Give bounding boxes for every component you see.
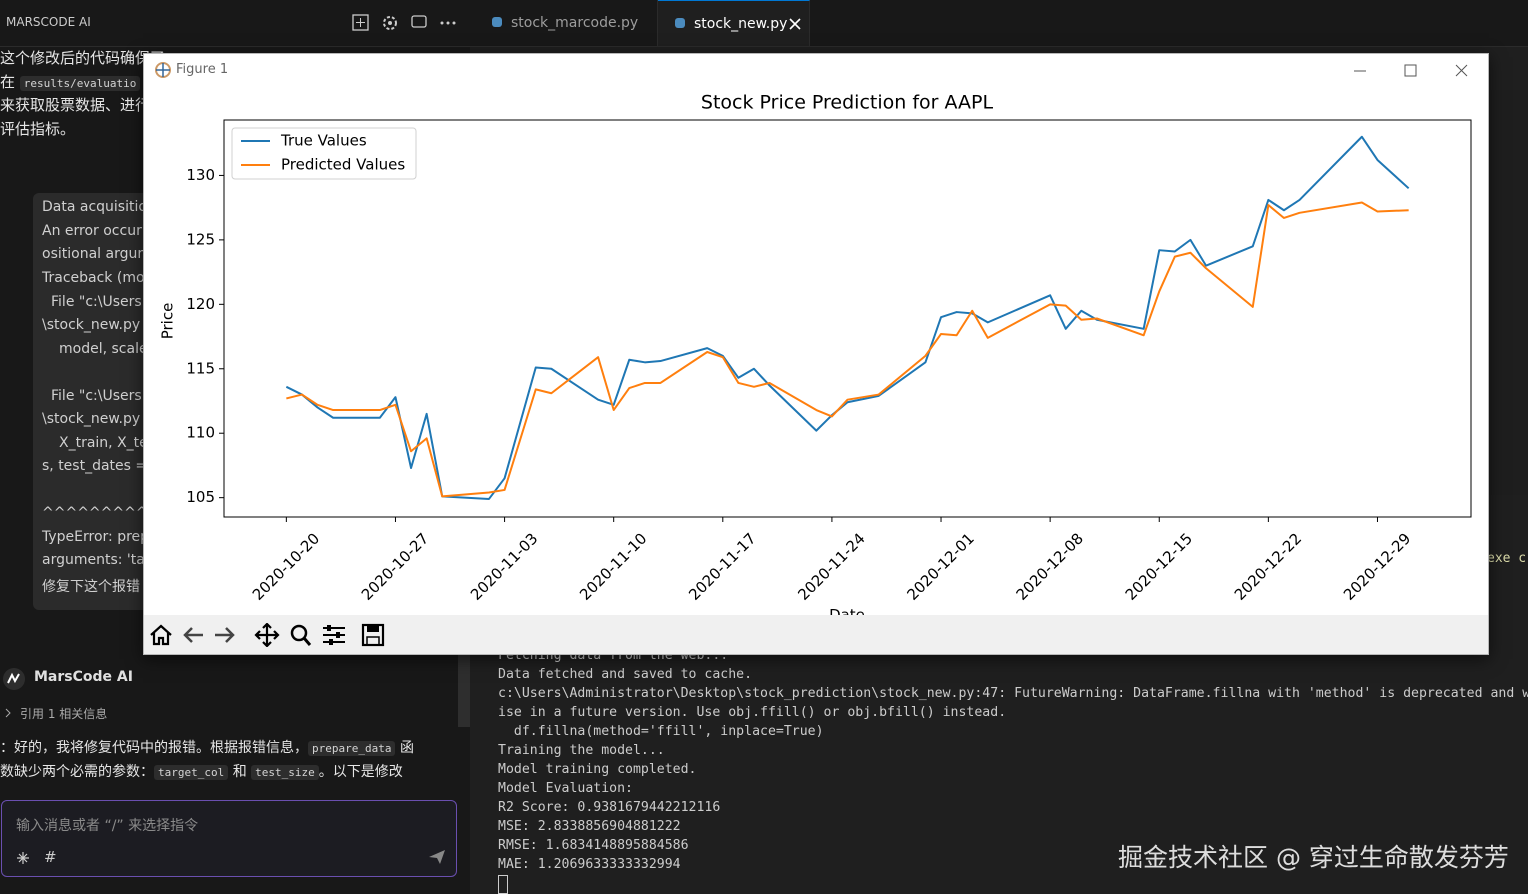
- message-line: 这个修改后的代码确保了: [0, 49, 166, 67]
- assistant-name: MarsCode AI: [34, 669, 133, 685]
- text: 和: [232, 764, 247, 780]
- reply-line: ：好的，我将修复代码中的报错。根据报错信息， prepare_data 函: [0, 737, 414, 757]
- error-line: File "c:\Users: [51, 294, 142, 310]
- text: ：好的，我将修复代码中的报错。根据报错信息，: [0, 740, 308, 756]
- hash-button[interactable]: #: [44, 848, 57, 866]
- error-line: Data acquisitio: [42, 199, 147, 215]
- terminal-line: Model training completed.: [498, 762, 697, 777]
- error-line: arguments: 'ta: [42, 552, 145, 568]
- inline-code: test_size: [251, 765, 319, 780]
- x-tick-label: 2020-11-17: [685, 529, 759, 603]
- y-tick-label: 125: [186, 230, 215, 248]
- error-line: model, scale: [59, 341, 148, 357]
- window-title: Figure 1: [176, 62, 229, 77]
- tab-close[interactable]: [789, 18, 801, 30]
- terminal-line: Model Evaluation:: [498, 781, 633, 796]
- terminal-line: R2 Score: 0.9381679442212116: [498, 800, 721, 815]
- terminal-line: Training the model...: [498, 743, 665, 758]
- text: 。以下是修改: [318, 764, 403, 780]
- window-controls[interactable]: [1344, 62, 1474, 80]
- x-tick-label: 2020-11-10: [576, 529, 650, 603]
- tab-label: stock_new.py: [694, 16, 788, 32]
- error-line: \stock_new.py: [42, 411, 141, 427]
- title-bar: MARSCODE AI stock_marcode.py stock_new.p…: [0, 0, 1528, 47]
- reference-toggle[interactable]: 引用 1 相关信息: [20, 707, 108, 721]
- error-line: ositional argur: [42, 246, 144, 262]
- x-tick-label: 2020-12-15: [1122, 529, 1196, 603]
- terminal-line: RMSE: 1.6834148895884586: [498, 838, 689, 853]
- y-tick-label: 130: [186, 166, 215, 184]
- terminal-line: MSE: 2.8338856904881222: [498, 819, 681, 834]
- message-line: 在 results/evaluatio: [0, 71, 141, 92]
- reply-line: 数缺少两个必需的参数： target_col 和 test_size 。以下是修改: [0, 761, 403, 781]
- terminal-line: c:\Users\Administrator\Desktop\stock_pre…: [498, 686, 1528, 701]
- terminal: Fetching data from the web... Data fetche…: [498, 646, 1528, 874]
- error-line: 修复下这个报错: [42, 579, 140, 595]
- panel-title: MARSCODE AI: [6, 15, 91, 29]
- editor-fragment: exe c: [1487, 551, 1527, 566]
- scrollbar[interactable]: [458, 647, 470, 727]
- error-line: An error occur: [42, 223, 142, 239]
- x-tick-label: 2020-10-27: [358, 529, 432, 603]
- watermark: 掘金技术社区 @ 穿过生命散发芬芳: [1118, 843, 1509, 872]
- terminal-cursor: [498, 875, 508, 894]
- toolbar-buttons[interactable]: [149, 623, 389, 647]
- inline-code: prepare_data: [308, 741, 396, 756]
- send-button[interactable]: [428, 849, 446, 865]
- y-axis-label: Price: [159, 303, 177, 340]
- y-tick-label: 115: [186, 359, 215, 377]
- chat-input[interactable]: 输入消息或者 “/” 来选择指令 #: [1, 800, 457, 877]
- editor-tab-active[interactable]: stock_new.py: [658, 0, 810, 46]
- y-tick-label: 105: [186, 488, 215, 506]
- chart-title: Stock Price Prediction for AAPL: [701, 92, 994, 114]
- legend-box: [231, 127, 417, 180]
- error-line: \stock_new.py: [42, 317, 141, 333]
- chart: Stock Price Prediction for AAPL Date Pri…: [159, 92, 1472, 615]
- x-tick-label: 2020-12-29: [1340, 529, 1414, 603]
- legend-label: True Values: [280, 132, 367, 150]
- tab-label: stock_marcode.py: [511, 15, 639, 31]
- figure-window: Figure 1 Stock Price Prediction for AAPL…: [143, 53, 1489, 655]
- message-line: 来获取股票数据、进行: [0, 96, 151, 114]
- y-tick-label: 110: [186, 424, 215, 442]
- figure-toolbar: [144, 615, 1488, 654]
- text: 数缺少两个必需的参数：: [0, 764, 154, 780]
- inline-code: target_col: [154, 765, 229, 780]
- editor-tab[interactable]: stock_marcode.py: [475, 0, 658, 46]
- text: 函: [399, 740, 414, 756]
- terminal-line: MAE: 1.2069633333332994: [498, 857, 681, 872]
- x-axis-label: Date: [829, 606, 865, 615]
- plot-area: [223, 119, 1472, 518]
- terminal-line: ise in a future version. Use obj.ffill()…: [498, 705, 1007, 720]
- assistant-avatar: [3, 668, 25, 690]
- x-tick-label: 2020-11-24: [794, 529, 868, 603]
- app-icon: [155, 62, 171, 78]
- text: 在: [0, 73, 16, 91]
- series-line: [285, 135, 1410, 500]
- terminal-line: Data fetched and saved to cache.: [498, 667, 753, 682]
- y-tick-label: 120: [186, 295, 215, 313]
- error-line: File "c:\Users: [51, 388, 142, 404]
- x-tick-label: 2020-10-20: [249, 529, 323, 603]
- terminal-line: df.fillna(method='ffill', inplace=True): [498, 724, 824, 739]
- error-line: Traceback (mo: [42, 270, 145, 286]
- x-tick-label: 2020-12-08: [1013, 529, 1087, 603]
- x-tick-label: 2020-12-22: [1231, 529, 1305, 603]
- x-tick-label: 2020-12-01: [903, 529, 977, 603]
- message-line: 评估指标。: [0, 120, 76, 138]
- inline-code: results/evaluatio: [19, 76, 141, 91]
- error-line: ^^^^^^^^^: [42, 505, 148, 521]
- error-line: TypeError: prep: [42, 529, 150, 545]
- sparkle-icon[interactable]: [16, 851, 30, 865]
- error-line: s, test_dates =: [42, 458, 148, 474]
- legend-label: Predicted Values: [281, 156, 405, 174]
- error-line: X_train, X_te: [59, 435, 148, 451]
- series-line: [286, 201, 1409, 498]
- input-placeholder: 输入消息或者 “/” 来选择指令: [16, 818, 199, 834]
- panel-actions[interactable]: [352, 14, 462, 32]
- x-tick-label: 2020-11-03: [467, 529, 541, 603]
- chevron[interactable]: [4, 707, 14, 719]
